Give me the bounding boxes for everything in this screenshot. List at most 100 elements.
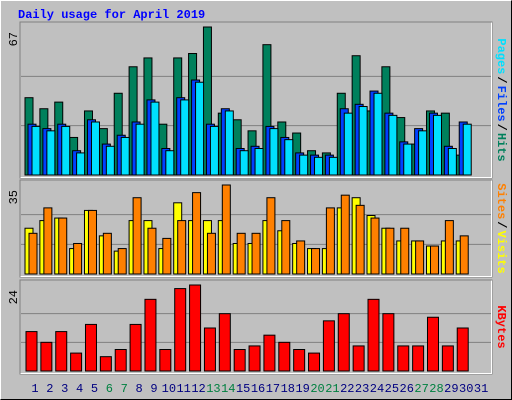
bar	[28, 232, 38, 275]
x-tick-label: 11	[176, 382, 190, 396]
legend-entry: KBytes	[494, 305, 508, 348]
legend: Sites / Visits	[494, 183, 508, 273]
x-tick-label: 16	[251, 382, 265, 396]
bar	[447, 147, 457, 176]
bar	[343, 112, 353, 176]
x-tick-label: 7	[121, 382, 128, 396]
bar	[462, 123, 472, 176]
x-tick-label: 9	[150, 382, 157, 396]
bar	[373, 92, 383, 176]
bar	[55, 331, 68, 372]
bar	[328, 156, 338, 176]
bar	[400, 227, 410, 275]
x-tick-label: 17	[266, 382, 280, 396]
bar	[254, 147, 264, 176]
x-tick-label: 8	[135, 382, 142, 396]
bar	[444, 220, 454, 275]
x-tick-label: 13	[206, 382, 220, 396]
x-tick-label: 23	[355, 382, 369, 396]
x-tick-label: 21	[325, 382, 339, 396]
y-tick-label: 67	[7, 32, 21, 46]
bar	[388, 114, 398, 176]
bar	[322, 320, 335, 372]
bar	[31, 125, 41, 176]
bar	[284, 139, 294, 176]
bar	[117, 248, 127, 275]
bar	[165, 150, 175, 176]
bar	[43, 207, 53, 275]
bar	[340, 194, 350, 275]
bar	[459, 235, 469, 275]
x-tick-label: 27	[414, 382, 428, 396]
bar	[73, 242, 83, 275]
bar	[308, 352, 321, 372]
x-tick-label: 18	[281, 382, 295, 396]
x-tick-label: 28	[429, 382, 443, 396]
legend-entry: Visits	[494, 231, 508, 274]
legend-entry: Sites	[494, 183, 508, 219]
bar	[70, 352, 83, 372]
x-tick-label: 19	[295, 382, 309, 396]
x-tick-label: 6	[106, 382, 113, 396]
bar	[456, 327, 469, 372]
legend-entry: Files	[494, 86, 508, 122]
bar	[87, 209, 97, 275]
bar	[412, 345, 425, 372]
x-tick-label: 14	[221, 382, 235, 396]
bar	[174, 288, 187, 372]
bar	[159, 349, 172, 372]
bar	[150, 101, 160, 176]
bar	[355, 204, 365, 275]
bar	[281, 220, 291, 275]
bar	[105, 145, 115, 176]
legend: Pages / Files / Hits	[494, 38, 508, 161]
y-tick-label: 24	[7, 290, 21, 304]
bar	[299, 154, 309, 176]
bar	[403, 143, 413, 176]
bar	[221, 184, 231, 275]
y-tick-label: 35	[7, 190, 21, 204]
bar	[132, 197, 142, 275]
bar	[218, 313, 231, 372]
bar	[147, 227, 157, 275]
bar	[46, 130, 56, 176]
bar	[58, 217, 68, 275]
bar	[162, 237, 172, 275]
chart-title: Daily usage for April 2019	[18, 8, 205, 22]
bar	[370, 217, 380, 275]
x-tick-label: 1	[31, 382, 38, 396]
bar	[385, 227, 395, 275]
bar	[293, 349, 306, 372]
bar	[418, 130, 428, 176]
bar	[325, 207, 335, 275]
bar	[367, 298, 380, 372]
x-tick-label: 4	[76, 382, 83, 396]
bar	[90, 121, 100, 176]
bar	[99, 356, 112, 372]
bar	[129, 323, 142, 372]
x-tick-label: 29	[444, 382, 458, 396]
bar	[251, 232, 261, 275]
bar	[239, 150, 249, 176]
bar	[248, 345, 261, 372]
bar	[224, 110, 234, 176]
bar	[144, 298, 157, 372]
plot-bevel	[20, 280, 492, 374]
bar	[269, 128, 279, 176]
bar	[40, 341, 53, 372]
bar	[76, 152, 86, 176]
plot-bevel	[20, 22, 492, 178]
x-tick-label: 25	[385, 382, 399, 396]
bar	[358, 106, 368, 176]
x-tick-label: 10	[162, 382, 176, 396]
bar	[192, 192, 202, 275]
bar	[209, 125, 219, 176]
plot-bevel	[20, 180, 492, 277]
bar	[426, 316, 439, 372]
x-tick-label: 15	[236, 382, 250, 396]
bar	[263, 334, 276, 372]
bar	[102, 232, 112, 275]
bar	[382, 313, 395, 372]
bar	[61, 125, 71, 176]
